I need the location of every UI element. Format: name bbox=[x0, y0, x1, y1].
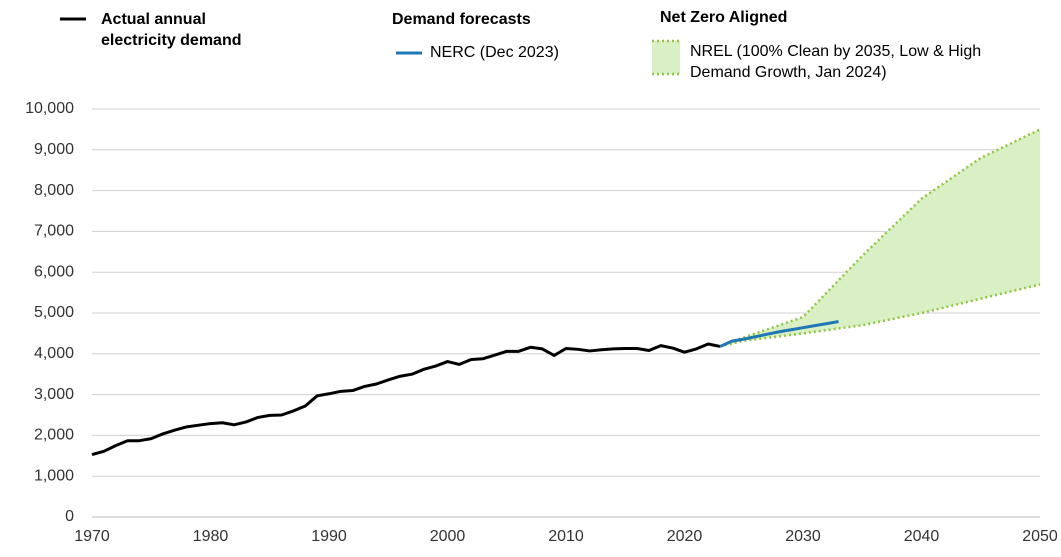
x-tick-label: 1980 bbox=[193, 528, 229, 545]
y-tick-label: 9,000 bbox=[34, 141, 74, 158]
band-high-line bbox=[719, 128, 1041, 348]
x-tick-label: 2020 bbox=[667, 528, 703, 545]
legend-group: Net Zero Aligned bbox=[660, 9, 788, 26]
x-tick-label: 2000 bbox=[430, 528, 466, 545]
y-tick-label: 7,000 bbox=[34, 223, 74, 240]
legend-label: NERC (Dec 2023) bbox=[430, 44, 559, 61]
y-tick-label: 1,000 bbox=[34, 467, 74, 484]
legend-label: Actual annual electricity demand bbox=[101, 11, 242, 49]
legend-label: NREL (100% Clean by 2035, Low & High Dem… bbox=[690, 43, 982, 81]
y-tick-label: 2,000 bbox=[34, 427, 74, 444]
y-tick-label: 4,000 bbox=[34, 345, 74, 362]
y-tick-label: 6,000 bbox=[34, 263, 74, 280]
band-low-line bbox=[719, 283, 1041, 348]
x-tick-label: 2040 bbox=[904, 528, 940, 545]
y-tick-label: 3,000 bbox=[34, 386, 74, 403]
legend-group: Demand forecasts bbox=[392, 11, 531, 28]
y-tick-label: 10,000 bbox=[25, 100, 74, 117]
x-tick-label: 1970 bbox=[74, 528, 110, 545]
x-tick-label: 2050 bbox=[1022, 528, 1058, 545]
y-tick-label: 5,000 bbox=[34, 304, 74, 321]
band-area bbox=[720, 129, 1040, 347]
series-line bbox=[719, 320, 839, 348]
x-tick-label: 2030 bbox=[785, 528, 821, 545]
x-tick-label: 2010 bbox=[548, 528, 584, 545]
y-tick-label: 8,000 bbox=[34, 182, 74, 199]
y-tick-label: 0 bbox=[65, 508, 74, 525]
x-tick-label: 1990 bbox=[311, 528, 347, 545]
legend-swatch bbox=[652, 41, 680, 74]
series-line bbox=[91, 342, 721, 457]
